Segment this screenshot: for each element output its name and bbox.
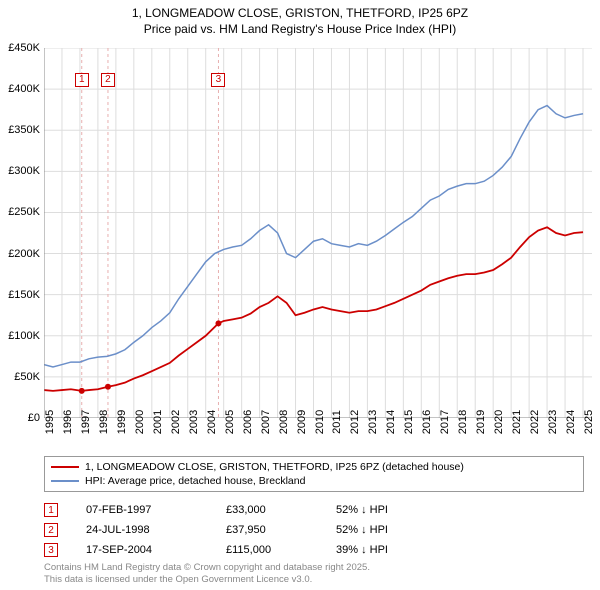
y-tick-label: £300K (8, 165, 40, 177)
x-tick-label: 2013 (367, 410, 379, 434)
sale-diff: 52% ↓ HPI (336, 504, 388, 516)
chart-svg (44, 48, 592, 418)
x-tick-label: 2002 (170, 410, 182, 434)
sale-diff: 52% ↓ HPI (336, 524, 388, 536)
y-tick-label: £50K (14, 371, 40, 383)
sale-marker-box: 1 (75, 73, 89, 87)
x-tick-label: 2009 (296, 410, 308, 434)
x-tick-label: 1995 (44, 410, 56, 434)
legend-label: HPI: Average price, detached house, Brec… (85, 475, 305, 487)
sales-table: 1 07-FEB-1997£33,00052% ↓ HPI 2 24-JUL-1998… (44, 500, 388, 560)
x-tick-label: 2016 (421, 410, 433, 434)
sale-price: £37,950 (226, 524, 336, 536)
x-tick-label: 2006 (242, 410, 254, 434)
title-line-2: Price paid vs. HM Land Registry's House … (0, 22, 600, 38)
x-tick-label: 2001 (152, 410, 164, 434)
sale-row: 2 24-JUL-1998£37,95052% ↓ HPI (44, 520, 388, 540)
x-tick-label: 2003 (188, 410, 200, 434)
legend-swatch (51, 466, 79, 468)
y-tick-label: £250K (8, 206, 40, 218)
y-tick-label: £450K (8, 42, 40, 54)
sale-date: 24-JUL-1998 (86, 524, 226, 536)
y-tick-label: £200K (8, 248, 40, 260)
sale-row: 3 17-SEP-2004£115,00039% ↓ HPI (44, 540, 388, 560)
x-tick-label: 2019 (475, 410, 487, 434)
sale-marker-box: 2 (101, 73, 115, 87)
sale-price: £33,000 (226, 504, 336, 516)
x-tick-label: 2004 (206, 410, 218, 434)
sale-row: 1 07-FEB-1997£33,00052% ↓ HPI (44, 500, 388, 520)
x-tick-label: 2018 (457, 410, 469, 434)
x-tick-label: 2025 (583, 410, 595, 434)
x-tick-label: 2024 (565, 410, 577, 434)
x-tick-label: 2020 (493, 410, 505, 434)
title-block: 1, LONGMEADOW CLOSE, GRISTON, THETFORD, … (0, 0, 600, 37)
x-tick-label: 1997 (80, 410, 92, 434)
legend: 1, LONGMEADOW CLOSE, GRISTON, THETFORD, … (44, 456, 584, 492)
x-tick-label: 2014 (385, 410, 397, 434)
x-tick-label: 2000 (134, 410, 146, 434)
x-tick-label: 2008 (278, 410, 290, 434)
x-tick-label: 2010 (314, 410, 326, 434)
sale-number-box: 1 (44, 503, 58, 517)
chart-container: 1, LONGMEADOW CLOSE, GRISTON, THETFORD, … (0, 0, 600, 590)
sale-date: 07-FEB-1997 (86, 504, 226, 516)
x-tick-label: 1999 (116, 410, 128, 434)
footer: Contains HM Land Registry data © Crown c… (44, 562, 370, 586)
x-tick-label: 2011 (331, 410, 343, 434)
y-tick-label: £150K (8, 289, 40, 301)
sale-price: £115,000 (226, 544, 336, 556)
footer-line-1: Contains HM Land Registry data © Crown c… (44, 562, 370, 574)
sale-number-box: 3 (44, 543, 58, 557)
x-tick-label: 2005 (224, 410, 236, 434)
sale-date: 17-SEP-2004 (86, 544, 226, 556)
y-tick-label: £400K (8, 83, 40, 95)
title-line-1: 1, LONGMEADOW CLOSE, GRISTON, THETFORD, … (0, 6, 600, 22)
x-tick-label: 2015 (403, 410, 415, 434)
x-tick-label: 2022 (529, 410, 541, 434)
sale-number-box: 2 (44, 523, 58, 537)
x-tick-label: 2017 (439, 410, 451, 434)
y-tick-label: £0 (28, 412, 40, 424)
y-tick-label: £350K (8, 124, 40, 136)
sale-diff: 39% ↓ HPI (336, 544, 388, 556)
chart-area: £0£50K£100K£150K£200K£250K£300K£350K£400… (44, 48, 592, 418)
x-tick-label: 1998 (98, 410, 110, 434)
footer-line-2: This data is licensed under the Open Gov… (44, 574, 370, 586)
x-tick-label: 2023 (547, 410, 559, 434)
x-tick-label: 2007 (260, 410, 272, 434)
legend-label: 1, LONGMEADOW CLOSE, GRISTON, THETFORD, … (85, 461, 464, 473)
sale-marker-box: 3 (211, 73, 225, 87)
legend-row: HPI: Average price, detached house, Brec… (51, 474, 577, 488)
y-tick-label: £100K (8, 330, 40, 342)
x-tick-label: 2012 (349, 410, 361, 434)
legend-swatch (51, 480, 79, 482)
x-tick-label: 1996 (62, 410, 74, 434)
legend-row: 1, LONGMEADOW CLOSE, GRISTON, THETFORD, … (51, 460, 577, 474)
x-tick-label: 2021 (511, 410, 523, 434)
